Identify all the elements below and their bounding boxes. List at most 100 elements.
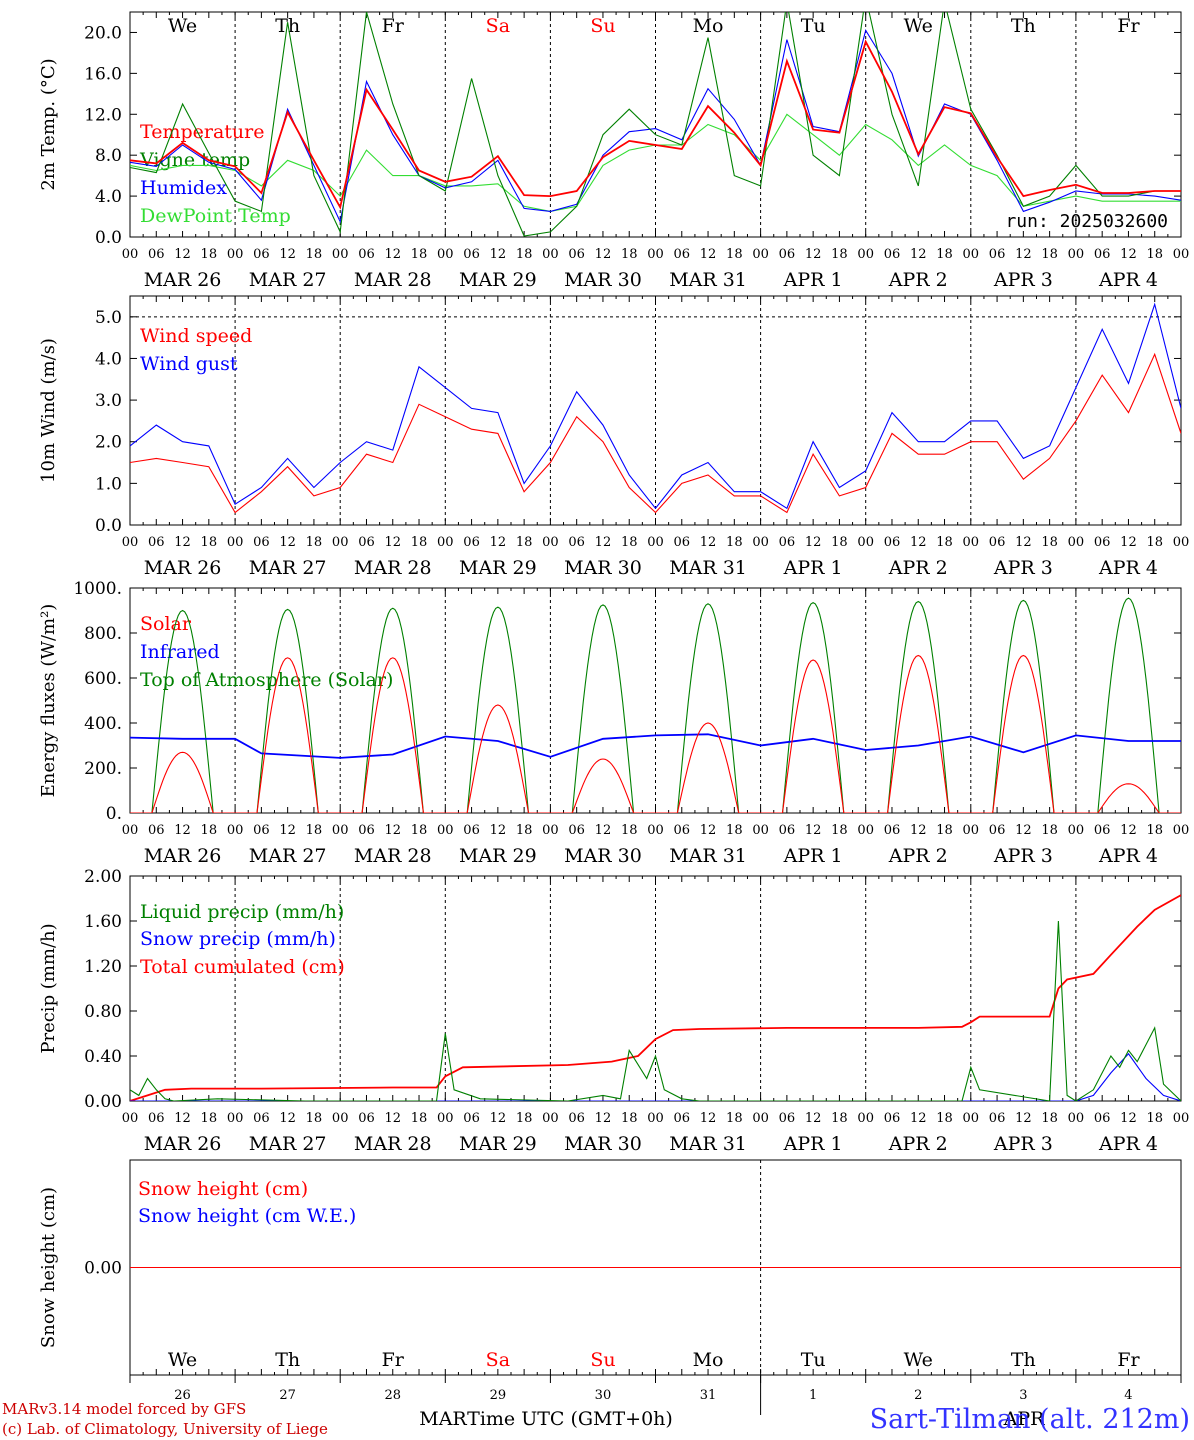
y-tick-label: 0.0	[95, 228, 122, 248]
hour-tick-label: 18	[201, 247, 218, 262]
date-label: APR 4	[1098, 1133, 1158, 1155]
hour-tick-label: 06	[989, 535, 1006, 550]
hour-tick-label: 00	[542, 823, 559, 838]
hour-tick-label: 00	[227, 1111, 244, 1126]
date-label: APR 2	[888, 1133, 948, 1155]
weekday-label: Fr	[382, 15, 405, 37]
hour-tick-label: 00	[1068, 1111, 1085, 1126]
energy-series-group	[130, 597, 1181, 813]
date-label: APR 1	[783, 1133, 843, 1155]
energy-panel: 0. 200. 400. 600. 800. 1000. Energy fluxes (W/…	[38, 579, 1189, 867]
y-tick-label: 2.0	[95, 433, 122, 453]
legend-entry: Solar	[140, 613, 192, 635]
date-label: MAR 31	[669, 269, 747, 291]
hour-tick-label: 06	[253, 535, 270, 550]
y-tick-label: 200.	[84, 759, 122, 779]
temp-y-axis-title: 2m Temp. (°C)	[38, 58, 59, 190]
weekday-label: Su	[590, 1349, 615, 1371]
precip-y-axis-title: Precip (mm/h)	[38, 923, 59, 1053]
date-label: APR 1	[783, 269, 843, 291]
hour-tick-label: 00	[227, 247, 244, 262]
energy-plot-frame	[129, 587, 1182, 814]
date-label: APR 2	[888, 269, 948, 291]
date-label: MAR 26	[144, 845, 222, 867]
weekday-label: Tu	[801, 1349, 826, 1371]
hour-tick-label: 18	[201, 535, 218, 550]
precip-series-group	[130, 894, 1181, 1101]
hour-tick-label: 18	[831, 1111, 848, 1126]
series-line	[130, 654, 1181, 813]
day-number-label: 27	[279, 1388, 296, 1403]
hour-tick-label: 06	[253, 247, 270, 262]
wind-series-group	[130, 302, 1181, 514]
series-line	[130, 29, 1181, 224]
footer-lab-line: (c) Lab. of Climatology, University of L…	[2, 1420, 328, 1438]
hour-tick-label: 18	[516, 1111, 533, 1126]
day-number-label: 30	[595, 1388, 612, 1403]
y-tick-label: 800.	[84, 624, 122, 644]
weekday-label: We	[168, 15, 197, 37]
date-label: APR 4	[1098, 269, 1158, 291]
hour-tick-label: 12	[490, 535, 507, 550]
y-tick-label: 5.0	[95, 308, 122, 328]
hour-tick-label: 18	[1146, 1111, 1163, 1126]
hour-tick-label: 12	[910, 1111, 927, 1126]
temp-panel: 0.0 4.0 8.0 12.0 16.0 20.0 2m Temp. (°C) 00 06 12…	[38, 11, 1189, 291]
hour-tick-label: 12	[279, 247, 296, 262]
hour-tick-label: 06	[1094, 535, 1111, 550]
date-label: MAR 27	[249, 269, 327, 291]
hour-tick-label: 12	[174, 1111, 191, 1126]
day-number-label: 29	[490, 1388, 507, 1403]
hour-tick-label: 06	[463, 1111, 480, 1126]
hour-tick-label: 00	[542, 247, 559, 262]
date-label: MAR 28	[354, 845, 432, 867]
day-number-label: 1	[809, 1388, 817, 1403]
hour-tick-label: 06	[779, 247, 796, 262]
legend-entry: Total cumulated (cm)	[140, 956, 345, 978]
y-tick-label: 1000.	[73, 579, 122, 599]
hour-tick-label: 12	[700, 1111, 717, 1126]
hour-tick-label: 06	[989, 823, 1006, 838]
hour-tick-label: 12	[805, 247, 822, 262]
day-number-label: 3	[1019, 1388, 1027, 1403]
series-line	[130, 920, 1181, 1101]
y-tick-label: 0.40	[84, 1047, 122, 1067]
hour-tick-label: 12	[700, 535, 717, 550]
hour-tick-label: 00	[227, 535, 244, 550]
hour-tick-label: 12	[805, 1111, 822, 1126]
hour-tick-label: 18	[936, 535, 953, 550]
wind-panel: 0.0 1.0 2.0 3.0 4.0 5.0 10m Wind (m/s) 00 06 12 18…	[38, 295, 1190, 579]
hour-tick-label: 00	[437, 247, 454, 262]
hour-tick-label: 12	[279, 823, 296, 838]
weekday-label: Fr	[382, 1349, 405, 1371]
hour-tick-label: 18	[621, 823, 638, 838]
y-tick-label: 4.0	[95, 349, 122, 369]
hour-tick-label: 00	[332, 823, 349, 838]
hour-tick-label: 12	[384, 535, 401, 550]
hour-tick-label: 12	[174, 823, 191, 838]
series-line	[130, 352, 1181, 514]
hour-tick-label: 12	[595, 823, 612, 838]
hour-tick-label: 18	[831, 247, 848, 262]
hour-tick-label: 06	[884, 535, 901, 550]
date-label: MAR 27	[249, 845, 327, 867]
hour-tick-label: 18	[306, 823, 323, 838]
hour-tick-label: 18	[621, 1111, 638, 1126]
y-tick-label: 0.80	[84, 1002, 122, 1022]
hour-tick-label: 12	[1015, 1111, 1032, 1126]
hour-tick-label: 06	[779, 823, 796, 838]
hour-tick-label: 00	[1173, 535, 1190, 550]
hour-tick-label: 06	[1094, 247, 1111, 262]
y-tick-label: 0.00	[84, 1259, 122, 1279]
date-label: MAR 26	[144, 1133, 222, 1155]
date-label: MAR 30	[564, 557, 642, 579]
hour-tick-label: 18	[201, 1111, 218, 1126]
date-label: MAR 28	[354, 557, 432, 579]
legend-entry: Liquid precip (mm/h)	[140, 901, 344, 923]
hour-tick-label: 00	[1173, 1111, 1190, 1126]
hour-tick-label: 06	[568, 823, 585, 838]
date-label: MAR 31	[669, 557, 747, 579]
hour-tick-label: 06	[148, 823, 165, 838]
hour-tick-label: 00	[1068, 535, 1085, 550]
y-tick-label: 0.	[106, 804, 122, 824]
